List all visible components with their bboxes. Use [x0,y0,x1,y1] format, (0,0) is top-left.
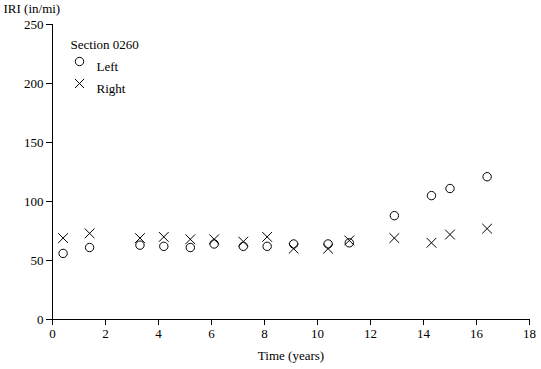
svg-text:250: 250 [24,17,44,32]
svg-text:2: 2 [102,326,109,341]
svg-text:6: 6 [208,326,215,341]
svg-text:4: 4 [155,326,162,341]
svg-text:0: 0 [37,312,44,327]
svg-text:50: 50 [31,253,44,268]
svg-text:0: 0 [49,326,56,341]
svg-text:14: 14 [417,326,431,341]
svg-text:IRI (in/mi): IRI (in/mi) [4,1,61,16]
svg-text:12: 12 [364,326,377,341]
svg-text:Section 0260: Section 0260 [71,37,139,52]
svg-text:Time (years): Time (years) [258,348,324,363]
svg-text:Right: Right [97,81,126,96]
svg-text:Left: Left [97,59,119,74]
svg-text:10: 10 [311,326,324,341]
svg-text:100: 100 [24,194,44,209]
svg-text:200: 200 [24,76,44,91]
svg-text:18: 18 [523,326,536,341]
svg-text:16: 16 [470,326,484,341]
svg-text:8: 8 [261,326,268,341]
svg-text:150: 150 [24,135,44,150]
